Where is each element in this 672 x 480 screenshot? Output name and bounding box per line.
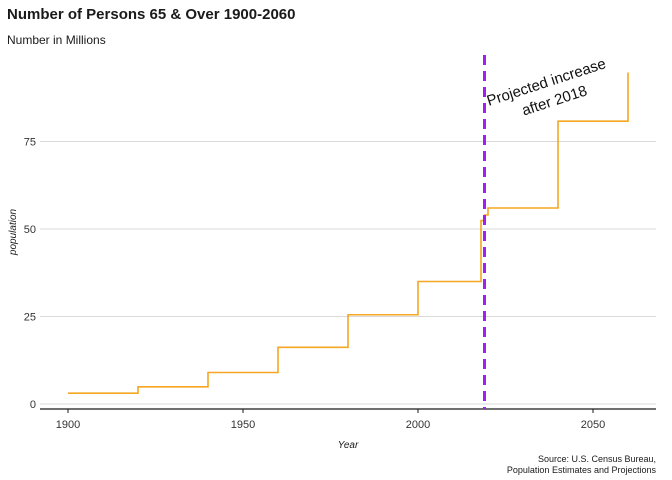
y-tick-label: 0	[30, 399, 36, 411]
y-tick-label: 25	[24, 312, 36, 324]
y-tick-label: 75	[24, 137, 36, 149]
chart-title: Number of Persons 65 & Over 1900-2060	[7, 6, 296, 23]
chart-subtitle: Number in Millions	[7, 33, 106, 47]
x-tick-labels: 1900 1950 2000 2050	[56, 409, 605, 431]
x-tick-label: 2000	[406, 419, 430, 431]
x-tick-label: 1950	[231, 419, 255, 431]
source-caption-line1: Source: U.S. Census Bureau,	[537, 454, 656, 464]
source-caption-line2: Population Estimates and Projections	[506, 465, 656, 475]
y-tick-labels: 0 25 50 75	[24, 137, 36, 412]
y-tick-label: 50	[24, 224, 36, 236]
gridlines	[40, 141, 656, 405]
population-series-line	[68, 72, 629, 394]
x-tick-label: 1900	[56, 419, 80, 431]
source-caption: Source: U.S. Census Bureau, Population E…	[507, 454, 656, 476]
x-tick-label: 2050	[581, 419, 605, 431]
y-axis-label: population	[8, 208, 19, 256]
projection-annotation: Projected increase after 2018	[485, 54, 619, 129]
x-axis-label: Year	[338, 440, 359, 451]
